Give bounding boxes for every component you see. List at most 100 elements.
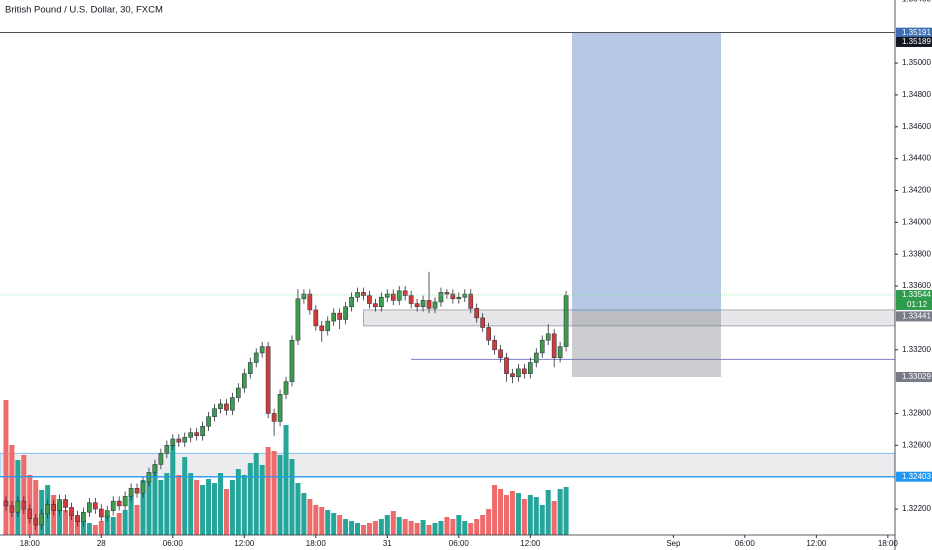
candle-body [361,292,366,296]
volume-bar [128,495,134,535]
candle-body [3,500,9,507]
zone [0,452,896,478]
price-tag [896,311,932,322]
volume-bar [33,480,39,535]
x-tick-label: 12:00 [806,539,827,548]
candle-body [128,488,134,497]
profit-zone [572,32,722,312]
x-tick-label: 31 [383,539,392,548]
candle-body [21,500,27,510]
volume-bar [146,475,152,535]
volume-bar [3,400,9,535]
volume-bar [241,475,247,535]
candle-body [45,504,51,515]
volume-bar [509,491,515,535]
candle-body [462,293,468,298]
candle-body [289,339,295,382]
volume-bar [277,455,283,535]
volume-bar [247,463,253,535]
volume-bar [69,513,75,535]
candle-body [539,339,545,354]
candle-body [533,352,539,363]
candle-body [253,352,259,363]
y-tick-label: 1.33800 [902,249,931,258]
volume-bar [551,501,557,535]
y-tick-label: 1.32800 [902,409,931,418]
volume-bar [366,523,372,535]
candle-body [551,333,557,358]
candle-body [188,432,194,438]
candle-body [349,296,354,308]
candle-body [474,308,480,319]
volume-bar [503,495,509,535]
volume-bar [57,505,63,535]
volume-bar [9,445,15,535]
volume-bar [265,447,271,535]
candle-body [384,293,390,298]
volume-bar [116,513,122,535]
candle-body [51,504,56,511]
x-tick-label: 12:00 [234,539,255,548]
candle-body [110,500,116,511]
volume-bar [307,499,313,535]
volume-bar [521,499,527,535]
volume-bar [492,485,498,535]
volume-bar [217,473,223,535]
y-tick-label: 1.32200 [902,504,931,513]
price-tag [896,372,932,383]
candle-body [402,290,408,296]
volume-bar [420,520,426,535]
volume-bar [432,523,438,535]
price-tag [896,471,932,482]
candle-body [236,387,241,398]
volume-bar [194,480,200,535]
volume-bar [86,523,92,535]
candle-body [432,301,438,309]
volume-bar [98,521,104,535]
y-tick-label: 1.34400 [902,154,931,163]
x-tick-label: 18:00 [20,539,41,548]
price-tag-label: 1.32403 [902,472,931,481]
candle-body [224,403,229,411]
volume-bar [527,495,533,535]
volume-bar [206,479,212,535]
x-tick-label: Sep [666,539,681,548]
candle-body [158,453,164,465]
candle-body [522,368,527,374]
candle-body [98,508,104,518]
candle-body [355,292,360,298]
x-tick-label: 18:00 [878,539,899,548]
candle-body [259,346,265,354]
y-tick-label: 1.34000 [902,217,931,226]
candle-body [39,513,45,526]
candle-body [116,500,122,507]
x-tick-label: 06:00 [449,539,470,548]
volume-bar [343,519,349,535]
candle-body [230,397,235,411]
volume-bar [426,525,432,535]
volume-bar [486,509,492,535]
volume-bar [396,517,402,535]
y-tick-label: 1.34800 [902,90,931,99]
candle-body [75,515,80,523]
volume-bar [152,465,158,535]
volume-bar [182,457,188,535]
chart-title: British Pound / U.S. Dollar, 30, FXCM [5,5,163,16]
candle-body [492,339,497,351]
candle-body [200,425,205,437]
candle-body [325,320,331,331]
candle-body [194,432,199,437]
y-tick-label: 1.35400 [902,0,931,3]
candle-body [241,373,247,389]
y-tick-label: 1.34200 [902,186,931,195]
candle-body [69,507,74,516]
volume-bar [295,483,301,535]
candle-body [93,502,98,510]
x-tick-label: 28 [97,539,106,548]
candle-body [170,438,176,446]
candle-body [87,502,92,513]
candle-body [15,500,21,513]
volume-bar [462,521,468,535]
